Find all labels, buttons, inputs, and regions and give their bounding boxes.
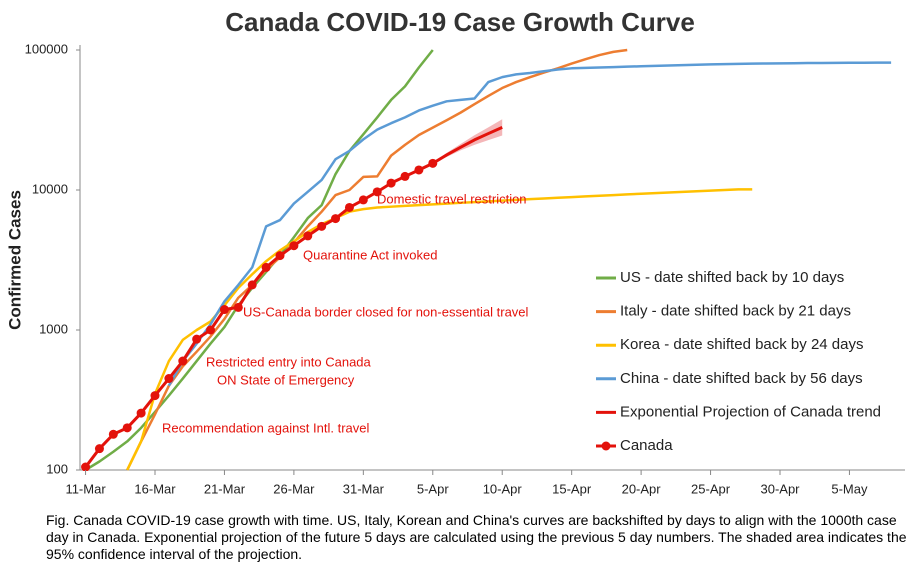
series-marker: [247, 280, 257, 290]
series-marker: [164, 374, 174, 384]
legend-marker: [601, 441, 611, 451]
x-tick-label: 5-May: [831, 481, 868, 496]
x-tick-label: 11-Mar: [65, 481, 106, 496]
series-marker: [344, 202, 354, 212]
series-marker: [150, 391, 160, 401]
series-marker: [358, 195, 368, 205]
series-marker: [400, 171, 410, 181]
annotation: Domestic travel restriction: [377, 191, 527, 206]
legend-label: Exponential Projection of Canada trend: [620, 403, 881, 420]
series-line: [84, 49, 434, 471]
series-marker: [81, 462, 91, 471]
annotation: US-Canada border closed for non-essentia…: [243, 304, 529, 319]
series-line: [126, 188, 753, 471]
y-tick-label: 1000: [39, 321, 68, 336]
series-marker: [317, 221, 327, 231]
x-tick-label: 15-Apr: [552, 481, 592, 496]
x-tick-label: 16-Mar: [134, 481, 176, 496]
legend-label: Canada: [620, 437, 673, 454]
x-tick-label: 31-Mar: [343, 481, 385, 496]
series-marker: [289, 241, 299, 251]
series-line: [126, 48, 628, 471]
x-tick-label: 10-Apr: [483, 481, 523, 496]
x-tick-label: 5-Apr: [417, 481, 449, 496]
legend-label: Italy - date shifted back by 21 days: [620, 303, 851, 320]
series-marker: [192, 334, 202, 344]
series-marker: [275, 251, 285, 261]
x-tick-label: 26-Mar: [273, 481, 315, 496]
x-tick-label: 30-Apr: [760, 481, 800, 496]
series-marker: [414, 165, 424, 175]
x-tick-label: 25-Apr: [691, 481, 731, 496]
legend-label: Korea - date shifted back by 24 days: [620, 336, 863, 353]
series-marker: [108, 429, 118, 439]
annotation: Quarantine Act invoked: [303, 247, 437, 262]
plot-area: [81, 48, 892, 471]
series-marker: [206, 325, 216, 335]
y-tick-label: 100: [46, 461, 68, 476]
series-marker: [178, 356, 188, 366]
chart: Canada COVID-19 Case Growth Curve Confir…: [5, 7, 905, 496]
series-marker: [303, 231, 313, 241]
caption: Fig. Canada COVID-19 case growth with ti…: [46, 512, 907, 562]
x-tick-label: 21-Mar: [204, 481, 246, 496]
series-marker: [261, 262, 271, 272]
series-marker: [386, 178, 396, 188]
legend-label: US - date shifted back by 10 days: [620, 269, 844, 286]
series-marker: [428, 158, 438, 168]
y-axis-label: Confirmed Cases: [5, 190, 24, 330]
series-marker: [94, 444, 104, 454]
legend-label: China - date shifted back by 56 days: [620, 370, 863, 387]
series-line: [167, 61, 892, 387]
x-tick-label: 20-Apr: [622, 481, 662, 496]
annotation: ON State of Emergency: [217, 372, 355, 387]
chart-title: Canada COVID-19 Case Growth Curve: [225, 7, 695, 37]
series-marker: [233, 302, 243, 312]
series-line: [432, 126, 503, 165]
series-marker: [136, 408, 146, 418]
y-tick-label: 10000: [32, 181, 68, 196]
series-marker: [122, 423, 132, 433]
annotation: Recommendation against Intl. travel: [162, 420, 369, 435]
series-marker: [331, 214, 341, 224]
series-marker: [372, 187, 382, 197]
series-marker: [219, 305, 229, 315]
y-tick-label: 100000: [25, 41, 68, 56]
annotation: Restricted entry into Canada: [206, 354, 372, 369]
